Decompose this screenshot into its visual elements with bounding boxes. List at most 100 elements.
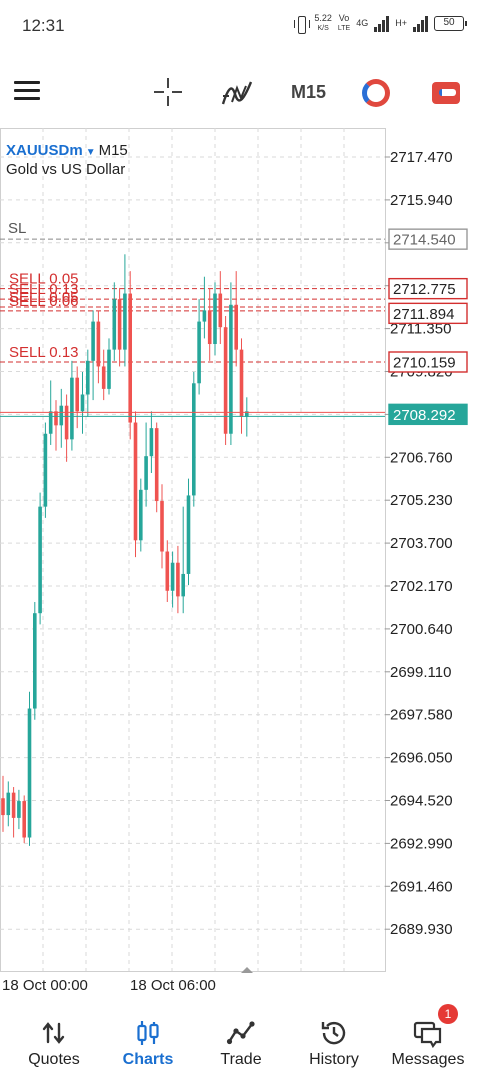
- quotes-icon: [42, 1022, 65, 1044]
- messages-badge: 1: [438, 1004, 458, 1024]
- nav-quotes[interactable]: Quotes: [6, 1000, 102, 1080]
- status-time: 12:31: [22, 16, 65, 35]
- candle-body: [176, 562, 180, 597]
- price-tag-value: 2708.292: [393, 407, 456, 424]
- y-tick-label: 2694.520: [390, 793, 453, 810]
- crosshair-icon[interactable]: [154, 78, 182, 106]
- candle-body: [123, 293, 127, 350]
- signal-icon: [374, 15, 390, 32]
- nav-trade-label: Trade: [220, 1051, 262, 1068]
- account-icon[interactable]: [432, 82, 460, 104]
- candle-body: [107, 349, 111, 389]
- candle-body: [160, 501, 164, 552]
- y-tick-label: 2697.580: [390, 707, 453, 724]
- candle-body: [139, 489, 143, 541]
- nav-charts[interactable]: Charts: [100, 1000, 196, 1080]
- battery-icon: 50: [434, 16, 467, 31]
- symbol-name[interactable]: XAUUSDm: [6, 142, 83, 159]
- x-tick-label: 18 Oct 00:00: [2, 977, 88, 994]
- candle-body: [154, 428, 159, 502]
- status-icons: 5.22 K/S Vo LTE 4G H+ 50: [294, 13, 467, 34]
- order-label[interactable]: SELL 0.05: [9, 289, 79, 306]
- chart-symbol-header[interactable]: XAUUSDm ▼ M15: [6, 142, 128, 159]
- y-tick-label: 2700.640: [390, 621, 453, 638]
- candle-body: [27, 708, 32, 838]
- candle-body: [86, 360, 90, 395]
- candle-body: [170, 562, 175, 591]
- candle-body: [133, 422, 138, 541]
- candle-body: [38, 506, 42, 614]
- y-tick-label: 2715.940: [390, 192, 453, 209]
- network-speed: 5.22 K/S: [314, 13, 332, 33]
- nav-history[interactable]: History: [286, 1000, 382, 1080]
- price-tag-value: 2712.775: [393, 281, 456, 298]
- candle-body: [197, 321, 201, 384]
- price-chart[interactable]: 2717.4702715.9402714.4102712.8802711.350…: [0, 128, 482, 1000]
- messages-icon: [413, 1021, 442, 1048]
- candle-body: [59, 405, 64, 426]
- vibrate-icon: [294, 15, 311, 34]
- history-icon: [321, 1021, 346, 1045]
- trade-icon[interactable]: [362, 79, 390, 107]
- price-tag-current: [388, 403, 468, 426]
- symbol-dropdown-icon[interactable]: ▼: [85, 147, 96, 158]
- candle-body: [192, 383, 196, 496]
- signal-icon-2: [413, 15, 428, 32]
- candle-body: [165, 551, 170, 591]
- candle-body: [149, 428, 154, 457]
- candle-body: [213, 293, 217, 345]
- candle-body: [229, 304, 233, 434]
- candle-body: [6, 792, 11, 816]
- candle-body: [234, 304, 238, 350]
- network-type-hplus: H+: [395, 18, 407, 28]
- y-tick-label: 2689.930: [390, 921, 453, 938]
- chart-toolbar: M15: [0, 62, 482, 122]
- candle-body: [207, 310, 212, 345]
- nav-quotes-label: Quotes: [28, 1051, 80, 1068]
- indicators-icon[interactable]: [220, 78, 254, 108]
- order-label[interactable]: SELL 0.13: [9, 281, 79, 298]
- timeframe-button[interactable]: M15: [291, 82, 327, 102]
- trade-line-icon: [226, 1021, 255, 1045]
- y-tick-label: 2699.110: [390, 664, 451, 681]
- plot-frame: [0, 128, 386, 972]
- candle-body: [186, 495, 191, 574]
- symbol-timeframe: M15: [98, 142, 128, 159]
- candle-body: [218, 293, 223, 328]
- order-label[interactable]: SELL 0.13: [9, 344, 79, 361]
- scroll-marker-icon[interactable]: [241, 967, 253, 973]
- x-tick-label: 18 Oct 06:00: [130, 977, 216, 994]
- price-tag-value: 2711.894: [393, 306, 454, 323]
- volte-indicator: Vo LTE: [337, 13, 351, 33]
- chart-canvas[interactable]: 2717.4702715.9402714.4102712.8802711.350…: [0, 128, 482, 1000]
- candle-body: [101, 366, 106, 389]
- price-tag-order: [388, 302, 468, 325]
- candle-body: [96, 321, 101, 367]
- candle-body: [17, 801, 21, 818]
- candle-body: [223, 327, 228, 434]
- candle-body: [70, 377, 74, 440]
- symbol-description: Gold vs US Dollar: [6, 161, 126, 178]
- nav-messages[interactable]: 1 Messages: [380, 1000, 476, 1080]
- network-type-4g: 4G: [356, 18, 369, 28]
- candle-body: [117, 299, 122, 350]
- nav-trade[interactable]: Trade: [193, 1000, 289, 1080]
- nav-charts-label: Charts: [122, 1051, 174, 1068]
- charts-icon: [137, 1021, 159, 1045]
- candle-body: [48, 411, 53, 434]
- order-label[interactable]: SELL 0.05: [9, 271, 79, 288]
- price-tag-order: [388, 351, 468, 373]
- candle-body: [1, 798, 5, 816]
- y-tick-label: 2711.350: [390, 321, 451, 338]
- price-tag-order: [388, 277, 468, 300]
- y-tick-label: 2702.170: [390, 578, 453, 595]
- menu-icon[interactable]: [14, 81, 40, 101]
- order-label[interactable]: SELL 0.06: [9, 293, 79, 310]
- bottom-navigation: Quotes Charts Trade History 1 Me: [0, 1000, 482, 1080]
- y-tick-label: 2705.230: [390, 492, 453, 509]
- y-tick-label: 2691.460: [390, 878, 453, 895]
- candle-body: [128, 293, 132, 423]
- y-tick-label: 2692.990: [390, 835, 453, 852]
- candle-body: [239, 349, 244, 417]
- candle-body: [33, 613, 37, 709]
